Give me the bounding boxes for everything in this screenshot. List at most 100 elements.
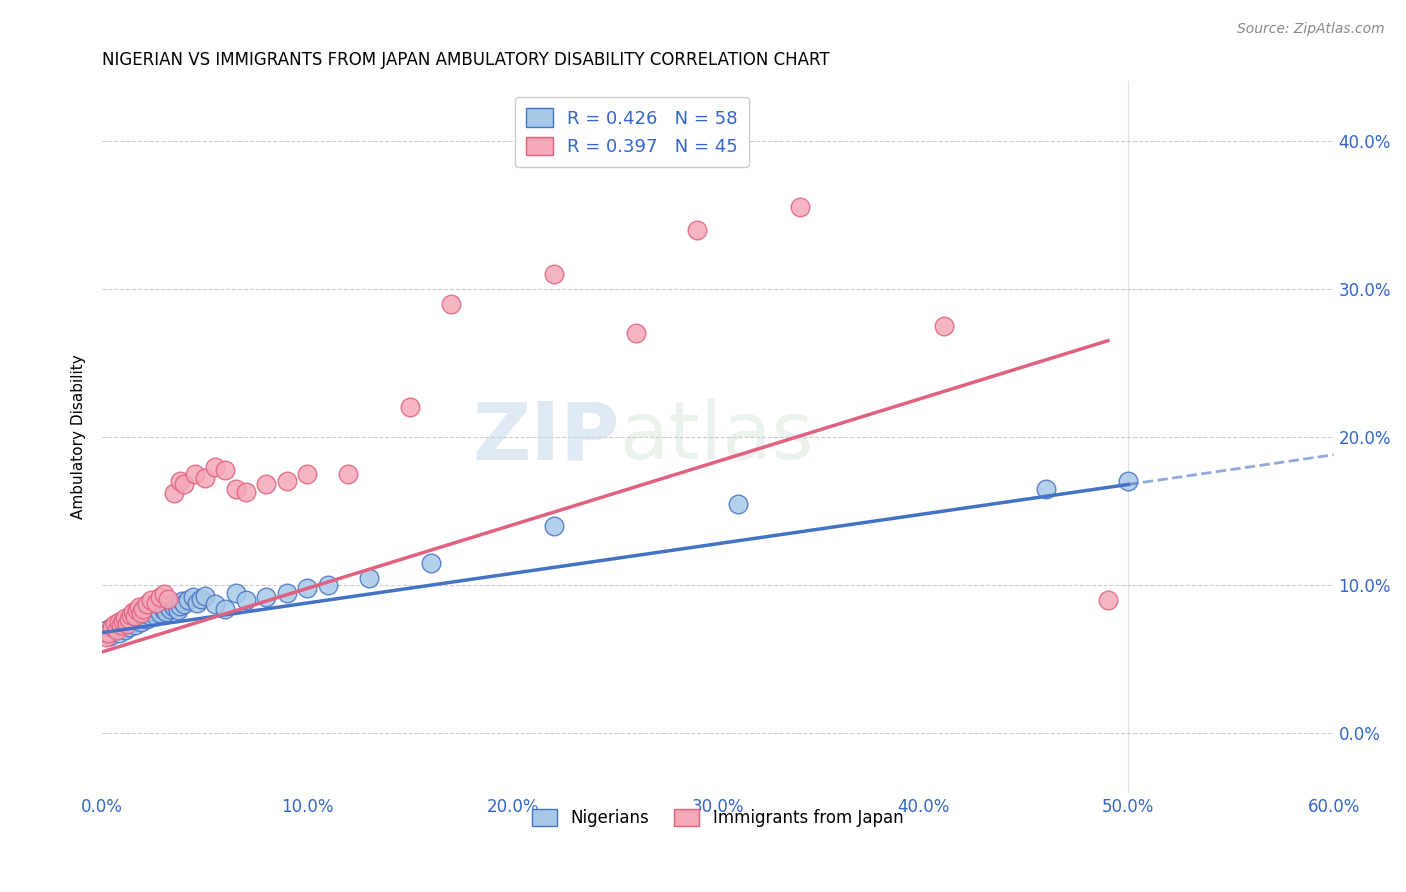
Point [194, 471, 217, 485]
Point [1097, 593, 1119, 607]
Point [159, 602, 181, 616]
Point [167, 603, 190, 617]
Legend: Nigerians, Immigrants from Japan: Nigerians, Immigrants from Japan [526, 803, 910, 834]
Point [138, 607, 160, 622]
Point [103, 616, 125, 631]
Point [194, 589, 217, 603]
Point [115, 616, 138, 631]
Point [173, 477, 195, 491]
Point [337, 467, 360, 481]
Point [165, 596, 187, 610]
Point [96, 623, 118, 637]
Point [136, 612, 159, 626]
Point [225, 585, 247, 599]
Y-axis label: Ambulatory Disability: Ambulatory Disability [72, 355, 86, 519]
Point [543, 519, 565, 533]
Point [254, 590, 277, 604]
Point [134, 607, 156, 621]
Point [789, 200, 811, 214]
Point [254, 477, 277, 491]
Point [124, 609, 146, 624]
Point [163, 486, 186, 500]
Point [122, 605, 145, 619]
Point [146, 602, 169, 616]
Point [111, 614, 134, 628]
Point [132, 602, 155, 616]
Text: ZIP: ZIP [472, 398, 620, 476]
Point [235, 484, 257, 499]
Point [120, 614, 142, 628]
Point [686, 222, 709, 236]
Point [316, 578, 339, 592]
Text: Source: ZipAtlas.com: Source: ZipAtlas.com [1237, 22, 1385, 37]
Point [624, 326, 647, 341]
Point [204, 598, 226, 612]
Point [932, 318, 955, 333]
Point [141, 603, 163, 617]
Point [97, 625, 120, 640]
Point [122, 611, 145, 625]
Point [120, 607, 142, 622]
Point [214, 602, 236, 616]
Point [156, 591, 179, 606]
Point [127, 603, 149, 617]
Point [107, 615, 129, 630]
Point [110, 618, 132, 632]
Point [543, 267, 565, 281]
Point [160, 598, 183, 612]
Point [155, 605, 177, 619]
Point [107, 625, 129, 640]
Point [727, 497, 749, 511]
Point [105, 621, 128, 635]
Point [128, 600, 150, 615]
Point [150, 600, 173, 615]
Point [114, 623, 136, 637]
Point [97, 625, 120, 640]
Point [181, 590, 204, 604]
Point [1035, 482, 1057, 496]
Point [101, 620, 124, 634]
Point [132, 609, 155, 624]
Point [124, 618, 146, 632]
Text: atlas: atlas [620, 398, 814, 476]
Point [145, 609, 167, 624]
Point [190, 591, 212, 606]
Point [172, 594, 194, 608]
Point [357, 571, 380, 585]
Point [297, 467, 319, 481]
Point [156, 599, 179, 613]
Point [169, 475, 191, 489]
Point [183, 467, 205, 481]
Point [235, 593, 257, 607]
Point [129, 615, 152, 630]
Point [225, 482, 247, 496]
Point [149, 607, 172, 621]
Point [115, 616, 138, 631]
Point [276, 475, 298, 489]
Point [103, 624, 125, 639]
Point [110, 618, 132, 632]
Point [136, 598, 159, 612]
Point [297, 581, 319, 595]
Point [118, 612, 141, 626]
Point [440, 296, 463, 310]
Point [1118, 475, 1140, 489]
Point [114, 611, 136, 625]
Point [276, 585, 298, 599]
Point [100, 629, 122, 643]
Point [118, 620, 141, 634]
Point [163, 600, 186, 615]
Point [214, 462, 236, 476]
Text: NIGERIAN VS IMMIGRANTS FROM JAPAN AMBULATORY DISABILITY CORRELATION CHART: NIGERIAN VS IMMIGRANTS FROM JAPAN AMBULA… [103, 51, 830, 69]
Point [149, 590, 172, 604]
Point [105, 623, 128, 637]
Point [101, 620, 124, 634]
Point [173, 598, 195, 612]
Point [419, 556, 441, 570]
Point [152, 603, 174, 617]
Point [399, 401, 422, 415]
Point [177, 593, 200, 607]
Point [111, 615, 134, 630]
Point [204, 459, 226, 474]
Point [186, 596, 208, 610]
